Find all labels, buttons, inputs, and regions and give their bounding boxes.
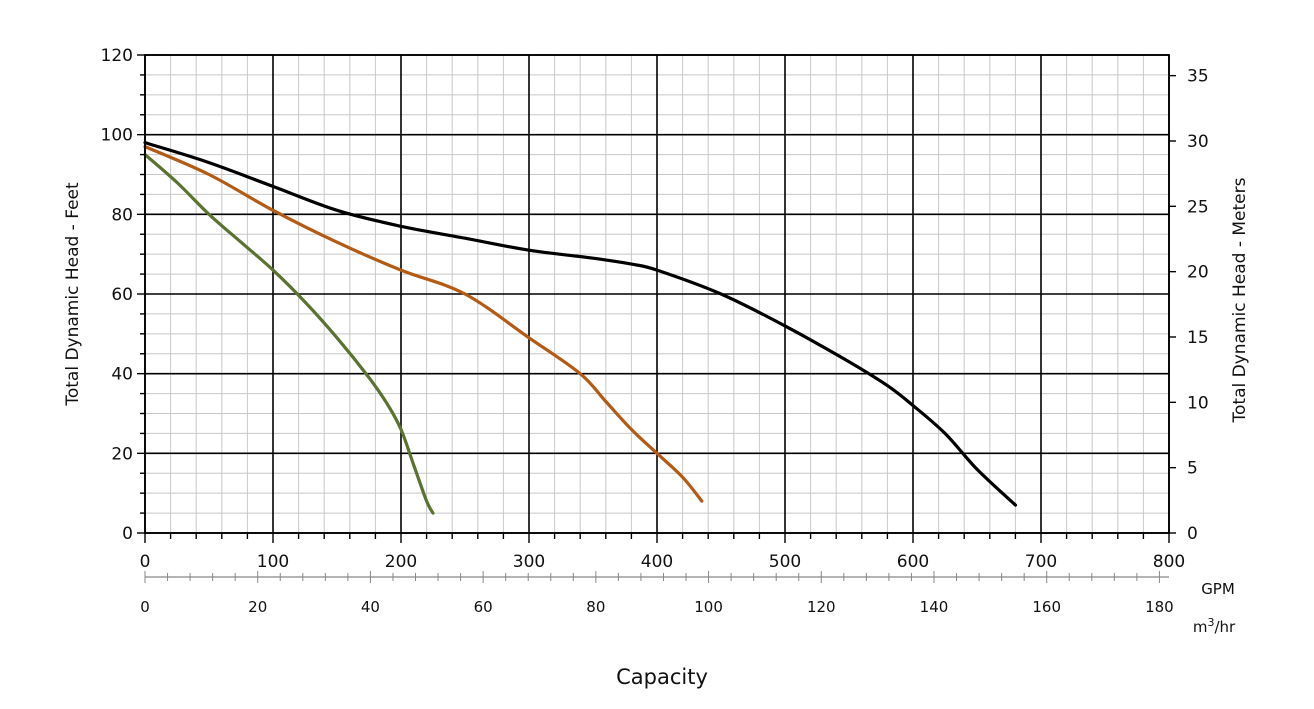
y-right-tick-label: 30	[1187, 132, 1209, 152]
axes-layer	[137, 54, 1176, 583]
y-right-tick-label: 0	[1187, 524, 1198, 544]
x-primary-unit: GPM	[1201, 580, 1235, 598]
x-secondary-tick-label: 60	[474, 598, 493, 616]
x-secondary-tick-label: 0	[140, 598, 150, 616]
x-secondary-unit-tail: /hr	[1214, 618, 1236, 636]
x-secondary-unit: m3/hr	[1193, 616, 1236, 636]
y-right-tick-label: 15	[1187, 328, 1209, 348]
x-secondary-unit-sup: 3	[1207, 616, 1214, 629]
x-primary-tick-label: 0	[140, 552, 151, 572]
y-right-tick-label: 35	[1187, 67, 1209, 87]
x-secondary-unit-base: m	[1193, 618, 1208, 636]
x-primary-tick-label: 800	[1153, 552, 1185, 572]
x-primary-tick-label: 200	[385, 552, 417, 572]
x-primary-tick-label: 500	[769, 552, 801, 572]
y-left-tick-label: 100	[101, 126, 133, 146]
x-secondary-tick-label: 120	[807, 598, 836, 616]
x-secondary-tick-label: 140	[920, 598, 949, 616]
y-left-axis-title: Total Dynamic Head - Feet	[63, 182, 83, 407]
x-primary-tick-label: 100	[257, 552, 289, 572]
x-secondary-tick-label: 160	[1032, 598, 1061, 616]
series-line-3	[143, 153, 435, 515]
series-line-2	[143, 145, 704, 503]
x-axis-title: Capacity	[616, 665, 708, 689]
y-left-tick-label: 20	[111, 444, 133, 464]
y-left-tick-label: 60	[111, 285, 133, 305]
y-right-tick-label: 10	[1187, 393, 1209, 413]
x-secondary-tick-label: 20	[248, 598, 267, 616]
x-primary-tick-label: 400	[641, 552, 673, 572]
y-left-tick-label: 120	[101, 46, 133, 66]
y-right-tick-label: 20	[1187, 263, 1209, 283]
y-left-tick-label: 80	[111, 205, 133, 225]
y-right-tick-label: 5	[1187, 459, 1198, 479]
x-secondary-tick-label: 40	[361, 598, 380, 616]
x-secondary-tick-label: 80	[586, 598, 605, 616]
y-left-tick-label: 0	[122, 524, 133, 544]
x-primary-tick-label: 300	[513, 552, 545, 572]
x-secondary-tick-label: 100	[694, 598, 723, 616]
x-secondary-tick-label: 180	[1145, 598, 1174, 616]
y-right-tick-label: 25	[1187, 197, 1209, 217]
series-line-1	[143, 141, 1017, 507]
y-left-tick-label: 40	[111, 365, 133, 385]
series-layer	[143, 141, 1017, 515]
x-primary-tick-label: 700	[1025, 552, 1057, 572]
y-right-axis-title: Total Dynamic Head - Meters	[1230, 177, 1250, 423]
x-primary-tick-label: 600	[897, 552, 929, 572]
